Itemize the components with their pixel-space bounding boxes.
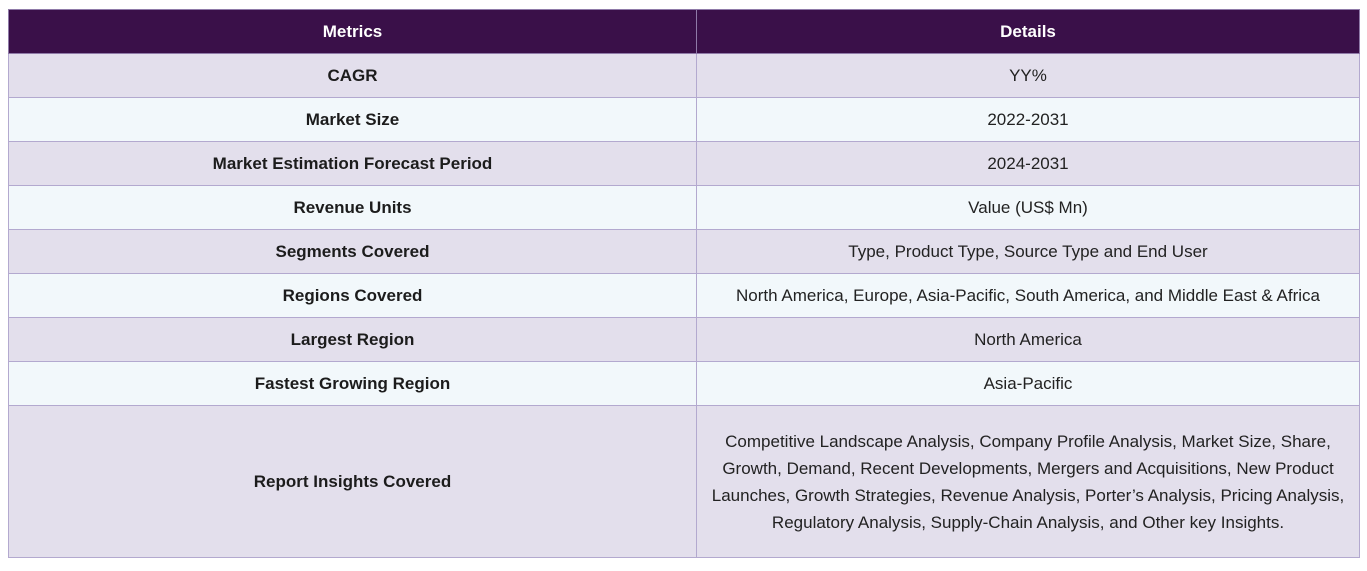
- details-cell: Competitive Landscape Analysis, Company …: [696, 405, 1360, 558]
- table-row: CAGR YY%: [8, 53, 1360, 98]
- table-row: Regions Covered North America, Europe, A…: [8, 273, 1360, 318]
- table-row: Market Size 2022-2031: [8, 97, 1360, 142]
- metric-cell: Report Insights Covered: [8, 405, 697, 558]
- details-cell: North America, Europe, Asia-Pacific, Sou…: [696, 273, 1360, 318]
- metric-cell: Regions Covered: [8, 273, 697, 318]
- metrics-column-header: Metrics: [8, 9, 697, 54]
- metric-cell: Market Estimation Forecast Period: [8, 141, 697, 186]
- details-cell: YY%: [696, 53, 1360, 98]
- details-cell: North America: [696, 317, 1360, 362]
- metric-cell: Segments Covered: [8, 229, 697, 274]
- details-cell: 2022-2031: [696, 97, 1360, 142]
- table-header-row: Metrics Details: [8, 9, 1360, 54]
- table-row: Segments Covered Type, Product Type, Sou…: [8, 229, 1360, 274]
- table-row: Fastest Growing Region Asia-Pacific: [8, 361, 1360, 406]
- metric-cell: Largest Region: [8, 317, 697, 362]
- metric-cell: Fastest Growing Region: [8, 361, 697, 406]
- metric-cell: CAGR: [8, 53, 697, 98]
- metric-cell: Revenue Units: [8, 185, 697, 230]
- table-row: Report Insights Covered Competitive Land…: [8, 405, 1360, 558]
- table-row: Largest Region North America: [8, 317, 1360, 362]
- table-row: Market Estimation Forecast Period 2024-2…: [8, 141, 1360, 186]
- table-row: Revenue Units Value (US$ Mn): [8, 185, 1360, 230]
- details-cell: Type, Product Type, Source Type and End …: [696, 229, 1360, 274]
- report-metrics-table-container: Metrics Details CAGR YY% Market Size 202…: [8, 9, 1360, 558]
- details-cell: Value (US$ Mn): [696, 185, 1360, 230]
- metric-cell: Market Size: [8, 97, 697, 142]
- details-cell: 2024-2031: [696, 141, 1360, 186]
- report-metrics-table: Metrics Details CAGR YY% Market Size 202…: [8, 9, 1360, 558]
- details-column-header: Details: [696, 9, 1360, 54]
- details-cell: Asia-Pacific: [696, 361, 1360, 406]
